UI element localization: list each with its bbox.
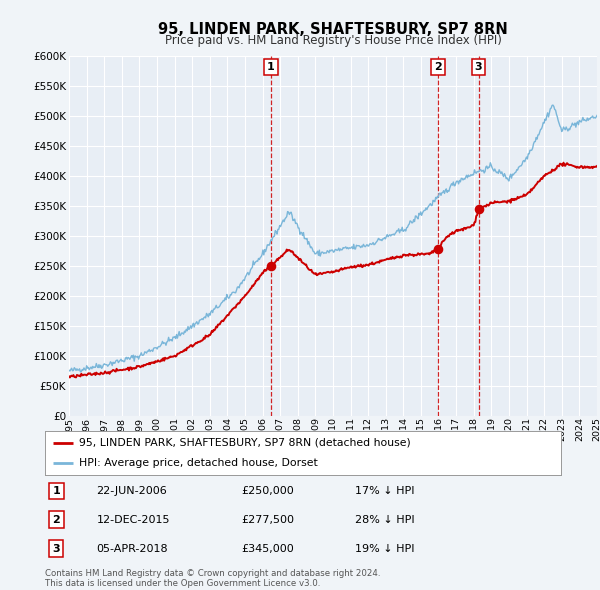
Text: Contains HM Land Registry data © Crown copyright and database right 2024.
This d: Contains HM Land Registry data © Crown c… (45, 569, 380, 588)
Text: 28% ↓ HPI: 28% ↓ HPI (355, 515, 414, 525)
Text: 1: 1 (52, 486, 60, 496)
Text: HPI: Average price, detached house, Dorset: HPI: Average price, detached house, Dors… (79, 458, 317, 468)
Point (433, 245, 443, 254)
Text: 12-DEC-2015: 12-DEC-2015 (97, 515, 170, 525)
Text: 22-JUN-2006: 22-JUN-2006 (97, 486, 167, 496)
Text: 95, LINDEN PARK, SHAFTESBURY, SP7 8RN (detached house): 95, LINDEN PARK, SHAFTESBURY, SP7 8RN (d… (79, 438, 410, 448)
Text: 1: 1 (267, 62, 275, 72)
Text: 17% ↓ HPI: 17% ↓ HPI (355, 486, 414, 496)
Text: £345,000: £345,000 (241, 543, 294, 553)
Point (474, 204, 484, 214)
Text: 3: 3 (53, 543, 60, 553)
Text: 3: 3 (475, 62, 482, 72)
Text: 2: 2 (434, 62, 442, 72)
Text: 19% ↓ HPI: 19% ↓ HPI (355, 543, 414, 553)
Point (266, 261, 275, 271)
Text: 05-APR-2018: 05-APR-2018 (97, 543, 168, 553)
Text: £277,500: £277,500 (241, 515, 294, 525)
Text: 2: 2 (52, 515, 60, 525)
Text: Price paid vs. HM Land Registry's House Price Index (HPI): Price paid vs. HM Land Registry's House … (164, 34, 502, 47)
Text: 95, LINDEN PARK, SHAFTESBURY, SP7 8RN: 95, LINDEN PARK, SHAFTESBURY, SP7 8RN (158, 22, 508, 37)
Text: £250,000: £250,000 (241, 486, 294, 496)
